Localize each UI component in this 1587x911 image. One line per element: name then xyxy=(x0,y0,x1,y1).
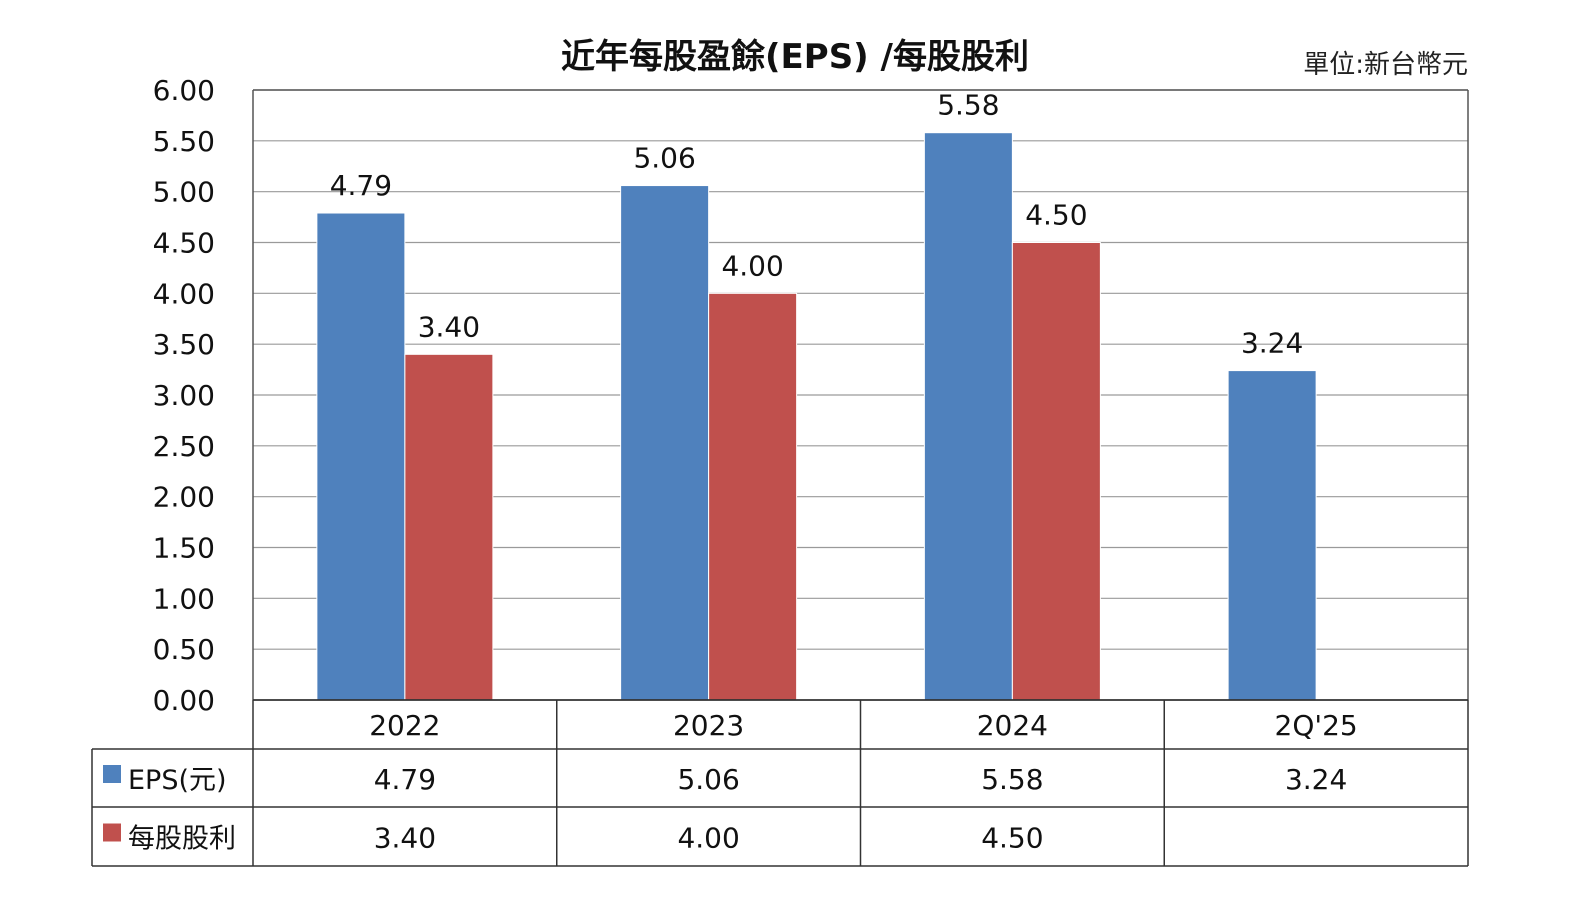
data-label: 5.58 xyxy=(937,89,999,122)
bar-eps xyxy=(923,132,1013,701)
bar-eps xyxy=(1227,370,1317,701)
y-tick-label: 2.00 xyxy=(153,481,215,514)
y-tick-label: 2.50 xyxy=(153,430,215,463)
data-table: 2022 2023 2024 2Q'25 EPS(元) 4.79 5.06 5.58 3.24 每… xyxy=(91,699,1469,867)
y-tick-label: 3.50 xyxy=(153,328,215,361)
bars-layer xyxy=(316,132,1317,701)
legend-swatch xyxy=(103,765,121,783)
y-tick-label: 5.00 xyxy=(153,176,215,209)
table-cell-value: 4.79 xyxy=(374,763,436,796)
table-cell-value: 4.50 xyxy=(981,822,1043,855)
y-tick-label: 5.50 xyxy=(153,125,215,158)
bar-dividend xyxy=(1011,242,1101,701)
data-label: 4.50 xyxy=(1025,199,1087,232)
data-label: 5.06 xyxy=(633,142,695,175)
data-label: 3.24 xyxy=(1241,327,1303,360)
y-tick-label: 0.50 xyxy=(153,633,215,666)
y-tick-label: 6.00 xyxy=(153,74,215,107)
chart-title: 近年每股盈餘(EPS) /每股股利 xyxy=(561,37,1029,77)
data-labels-layer: 4.79 3.40 5.06 4.00 5.58 4.50 3.24 xyxy=(330,89,1304,360)
unit-note: 單位:新台幣元 xyxy=(1303,50,1468,80)
y-tick-label: 4.00 xyxy=(153,277,215,310)
bar-eps xyxy=(316,212,406,701)
legend-label: 每股股利 xyxy=(128,824,236,855)
bar-dividend xyxy=(708,292,798,701)
bar-dividend xyxy=(404,353,494,701)
data-label: 4.79 xyxy=(330,169,392,202)
data-label: 3.40 xyxy=(418,310,480,343)
y-tick-label: 4.50 xyxy=(153,227,215,260)
y-axis: 0.00 0.50 1.00 1.50 2.00 2.50 3.00 3.50 4.00 4.50… xyxy=(153,74,215,717)
table-cell-value: 3.40 xyxy=(374,822,436,855)
legend-swatch xyxy=(103,823,121,842)
x-tick-label: 2Q'25 xyxy=(1275,709,1358,742)
x-tick-label: 2024 xyxy=(977,709,1048,742)
x-tick-label: 2023 xyxy=(673,709,744,742)
y-tick-label: 3.00 xyxy=(153,379,215,412)
legend-label: EPS(元) xyxy=(128,765,227,796)
y-tick-label: 1.00 xyxy=(153,582,215,615)
data-label: 4.00 xyxy=(721,249,783,282)
table-cell-value: 5.06 xyxy=(677,763,739,796)
x-tick-label: 2022 xyxy=(369,709,440,742)
y-tick-label: 0.00 xyxy=(153,684,215,717)
table-cell-value: 3.24 xyxy=(1285,763,1347,796)
y-tick-label: 1.50 xyxy=(153,532,215,565)
bar-eps xyxy=(620,185,710,701)
table-cell-value: 5.58 xyxy=(981,763,1043,796)
table-cell-value: 4.00 xyxy=(677,822,739,855)
